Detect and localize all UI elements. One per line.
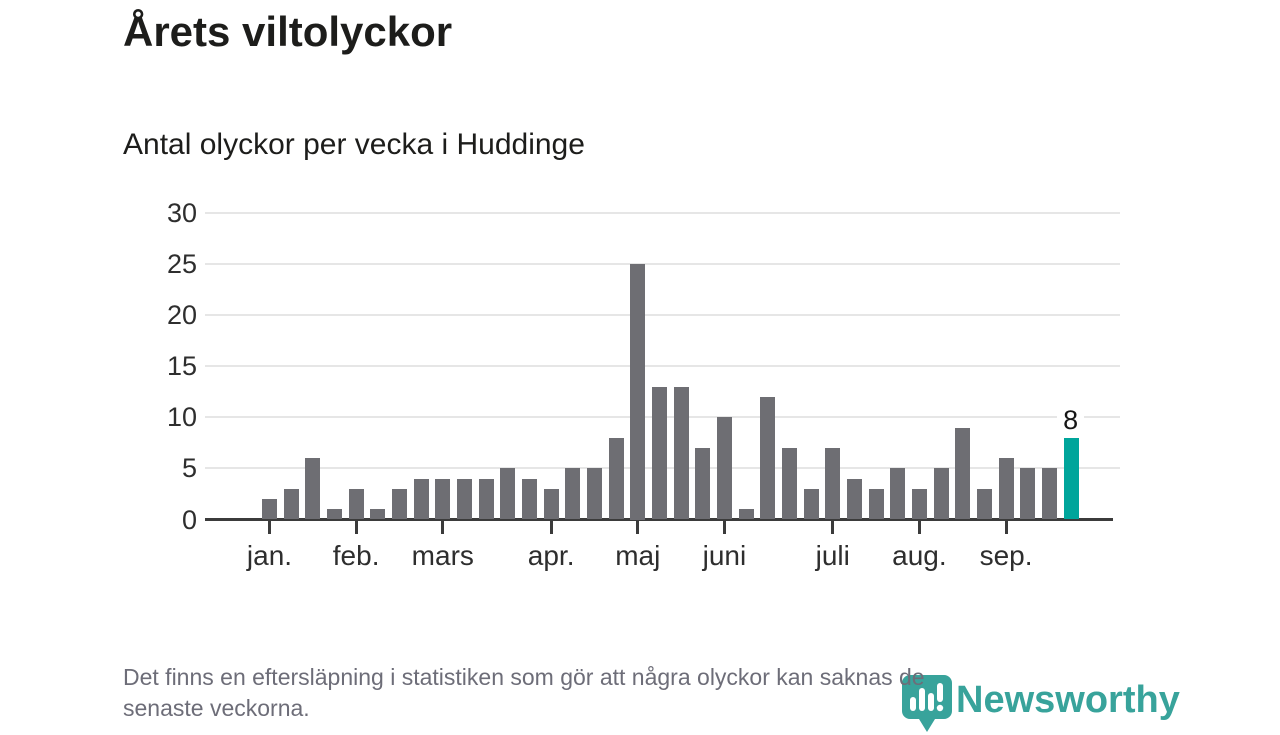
y-axis-label-0: 0 [181, 504, 197, 535]
bar-week-19 [651, 386, 667, 520]
bar-week-14 [543, 488, 559, 520]
bar-week-1 [262, 499, 277, 520]
bar-week-9 [435, 478, 451, 520]
gridline-15 [205, 365, 1120, 368]
page-title: Årets viltolyckor [123, 8, 453, 55]
x-axis-tick-aug [917, 521, 921, 534]
x-axis-tick-juni [722, 521, 726, 534]
x-axis-label-apr: apr. [527, 540, 575, 571]
bar-week-16 [586, 468, 602, 520]
bar-week-32 [933, 468, 949, 520]
gridline-30 [205, 211, 1120, 214]
bar-week-30 [890, 468, 906, 520]
bar-week-31 [911, 488, 927, 520]
bar-week-28 [846, 478, 862, 520]
bar-week-13 [521, 478, 537, 520]
x-axis-label-jan: jan. [246, 540, 293, 571]
bar-week-33 [955, 427, 971, 520]
footnote-line-1: Det finns en eftersläpning i statistiken… [123, 664, 925, 690]
x-axis-tick-mars [441, 521, 445, 534]
bar-week-5 [348, 488, 364, 520]
x-axis-tick-maj [636, 521, 640, 534]
x-axis-label-aug: aug. [892, 540, 947, 571]
gridline-20 [205, 314, 1120, 317]
x-axis-tick-feb [354, 521, 358, 534]
gridline-25 [205, 263, 1120, 265]
newsworthy-logo-text: Newsworthy [956, 679, 1180, 721]
y-axis-label-10: 10 [166, 402, 197, 433]
y-axis-label-15: 15 [166, 351, 197, 382]
bar-week-35 [998, 458, 1014, 520]
bar-week-7 [391, 488, 407, 520]
x-axis-tick-juli [831, 521, 835, 534]
x-axis-tick-sep [1004, 521, 1008, 534]
x-axis-label-feb: feb. [332, 540, 380, 571]
bar-week-18 [630, 264, 646, 520]
y-axis-label-25: 25 [166, 249, 197, 279]
bar-week-36 [1020, 468, 1036, 520]
bar-week-38-highlight [1063, 437, 1079, 520]
x-axis-label-maj: maj [615, 540, 661, 571]
bar-week-6 [370, 509, 386, 520]
x-axis-label-sep: sep. [979, 540, 1033, 571]
bar-week-26 [803, 488, 819, 520]
x-axis-label-juli: juli [815, 540, 850, 571]
y-axis-label-30: 30 [166, 197, 197, 228]
x-axis-tick-apr [549, 521, 553, 534]
bar-week-4 [326, 509, 342, 520]
bar-week-24 [760, 396, 776, 520]
bar-week-22 [716, 417, 732, 520]
y-axis-label-5: 5 [181, 453, 197, 484]
x-axis-label-mars: mars [411, 540, 474, 571]
bar-week-2 [283, 488, 299, 520]
x-axis-tick-jan [268, 521, 271, 534]
bar-week-10 [456, 478, 472, 520]
bar-week-20 [673, 386, 689, 520]
x-axis-line [205, 518, 1113, 521]
bar-week-11 [478, 478, 494, 520]
bar-week-17 [608, 437, 624, 520]
bar-week-3 [305, 458, 321, 520]
bar-chart: 0 5 10 15 20 25 30 8 jan. feb. mars apr. maj juni juli… [166, 197, 1120, 571]
newsworthy-logo-icon [902, 675, 952, 732]
bar-week-34 [976, 488, 992, 520]
bar-week-12 [500, 468, 516, 520]
bar-week-15 [565, 468, 581, 520]
bar-week-23 [738, 509, 754, 520]
bar-week-29 [868, 488, 884, 520]
y-axis-label-20: 20 [166, 300, 197, 331]
footnote-line-2: senaste veckorna. [123, 695, 310, 721]
bar-week-27 [825, 447, 841, 520]
bar-week-25 [781, 447, 797, 520]
chart-subtitle: Antal olyckor per vecka i Huddinge [123, 128, 585, 161]
bar-week-21 [695, 447, 711, 520]
footnote: Det finns en eftersläpning i statistiken… [123, 662, 925, 724]
bar-week-8 [413, 478, 429, 520]
bar-week-37 [1041, 468, 1057, 520]
highlight-value-label: 8 [1057, 405, 1085, 435]
x-axis-label-juni: juni [702, 540, 747, 571]
